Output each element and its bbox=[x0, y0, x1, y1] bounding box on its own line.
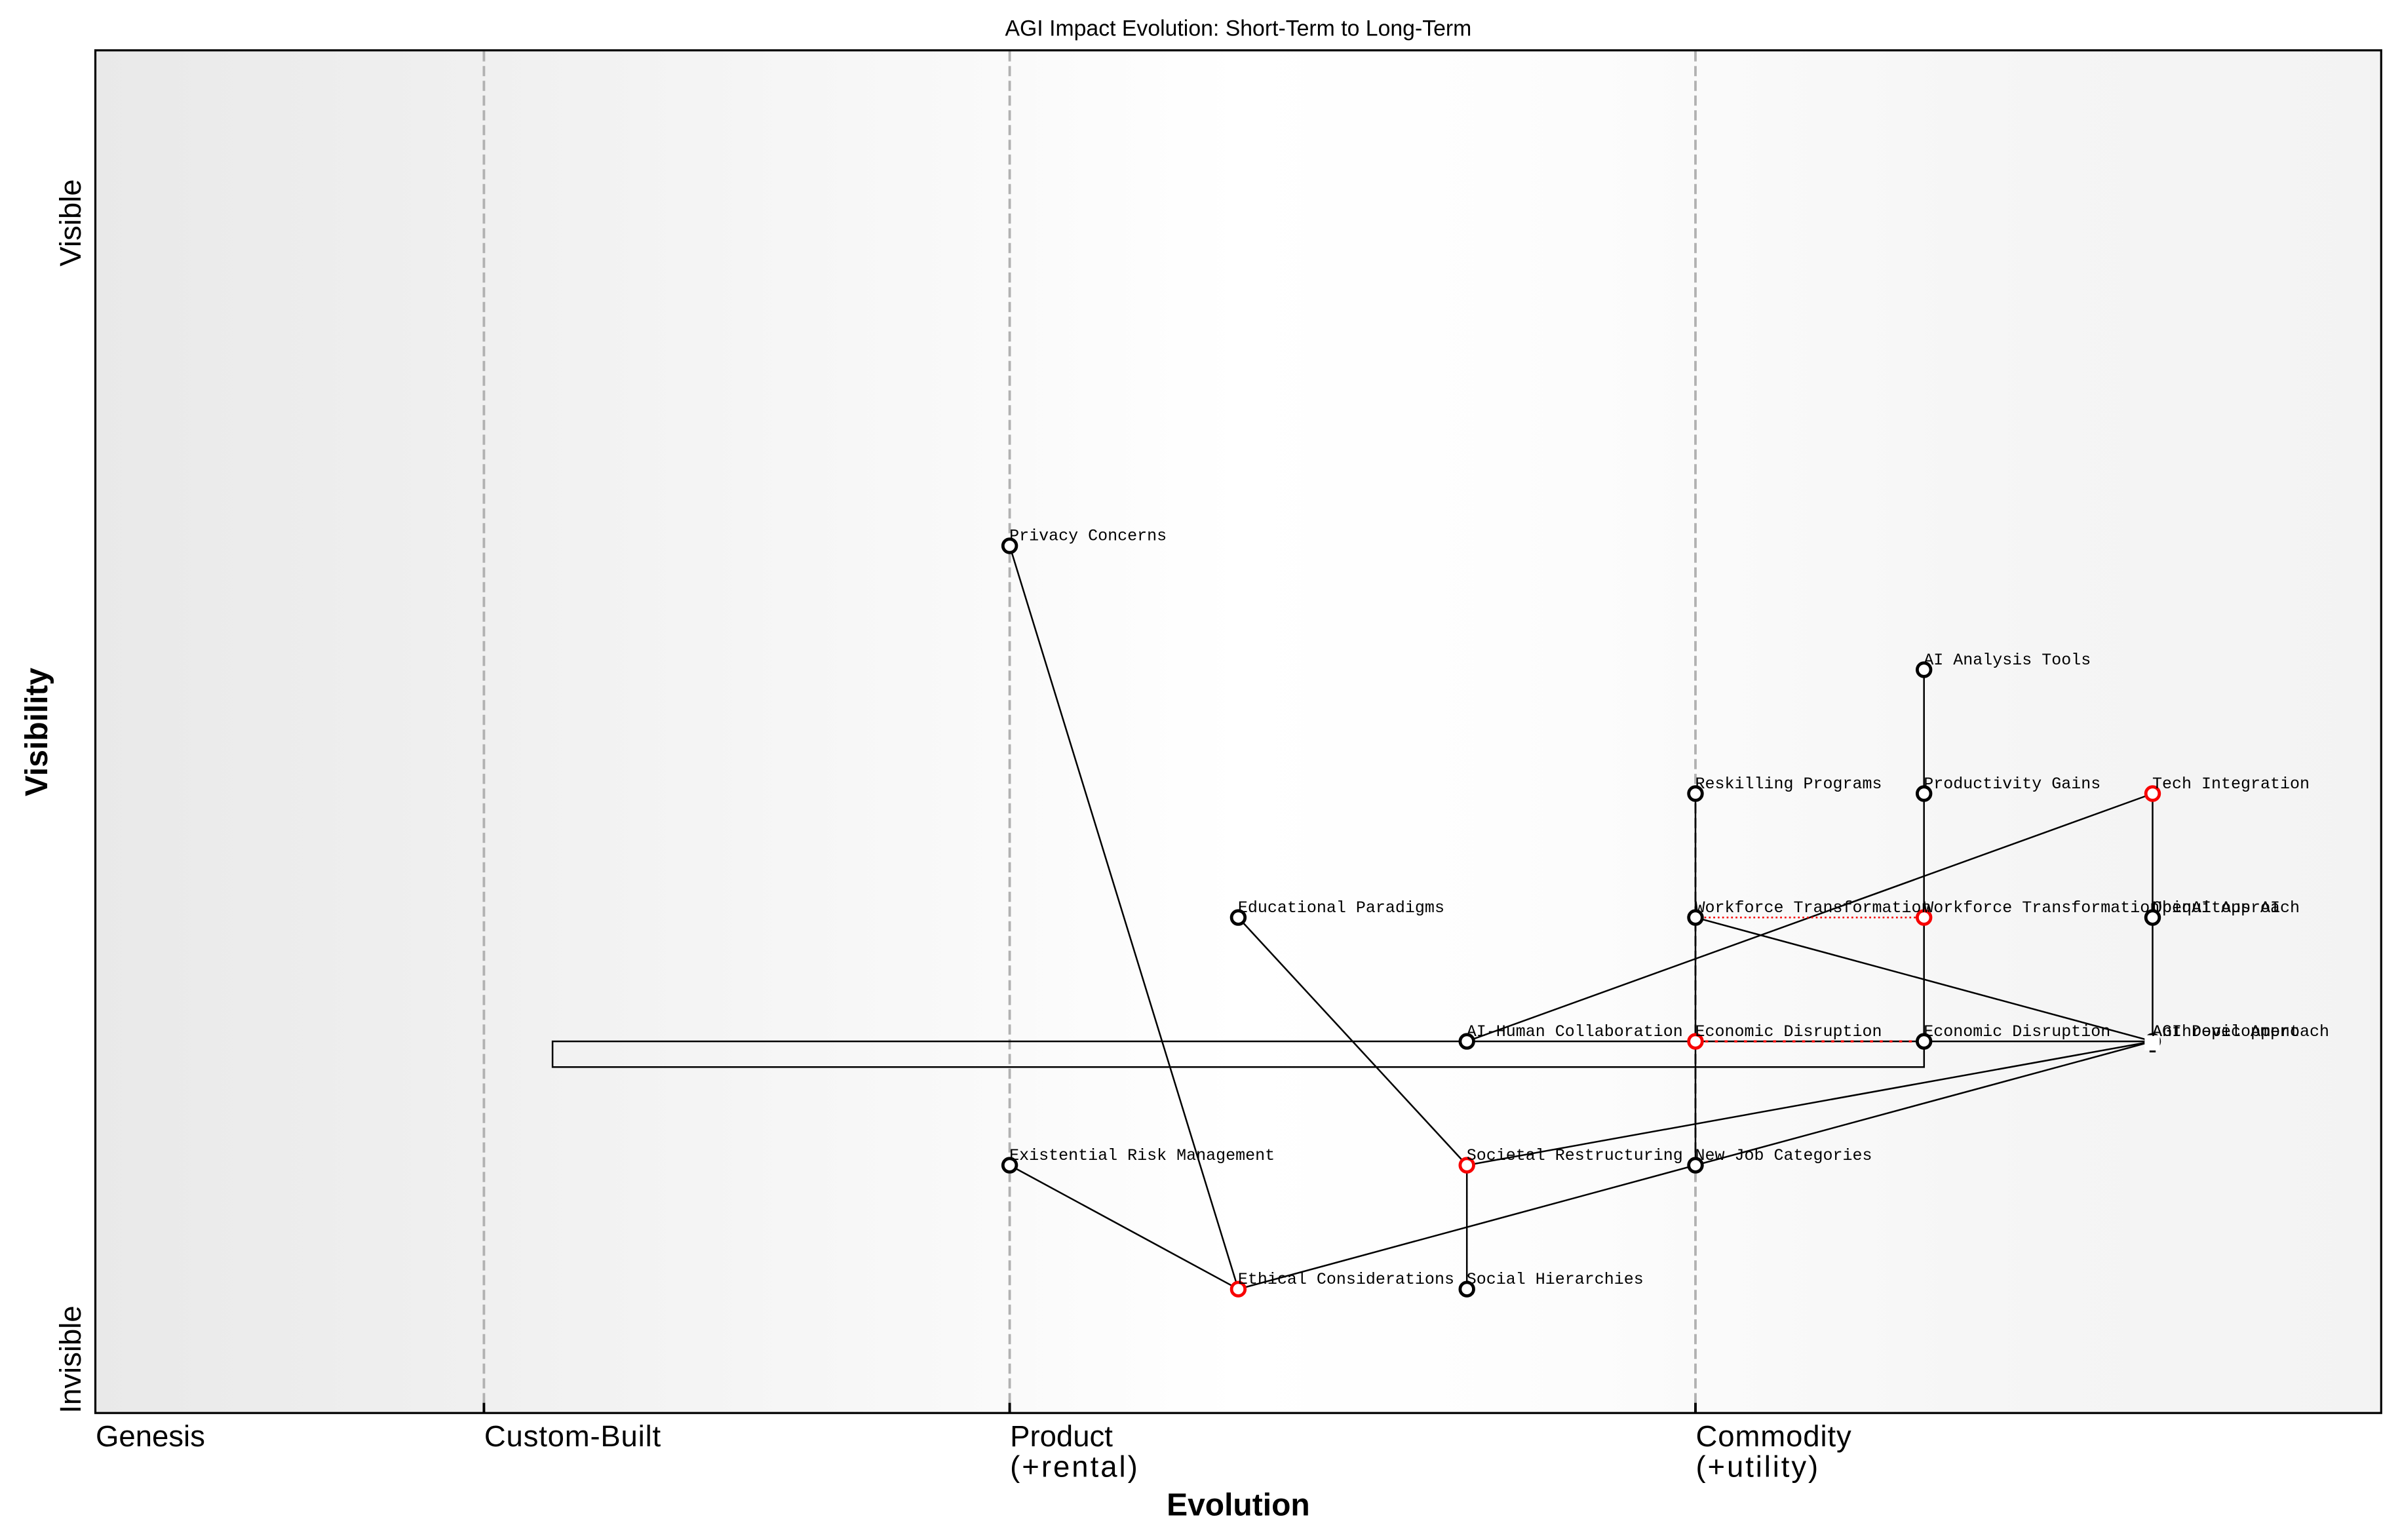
svg-text:Societal Restructuring: Societal Restructuring bbox=[1467, 1146, 1683, 1165]
svg-text:Reskilling Programs: Reskilling Programs bbox=[1695, 775, 1882, 794]
svg-text:(+rental): (+rental) bbox=[1010, 1450, 1140, 1483]
svg-text:Economic Disruption: Economic Disruption bbox=[1924, 1022, 2110, 1041]
svg-text:AI-Human Collaboration: AI-Human Collaboration bbox=[1467, 1022, 1683, 1041]
svg-text:Ethical Considerations: Ethical Considerations bbox=[1238, 1270, 1454, 1289]
svg-text:Visibility: Visibility bbox=[20, 667, 54, 796]
svg-text:Visible: Visible bbox=[54, 179, 87, 266]
svg-text:Product: Product bbox=[1010, 1419, 1113, 1453]
svg-text:OpenAI Approach: OpenAI Approach bbox=[2152, 898, 2300, 917]
svg-text:New Job Categories: New Job Categories bbox=[1695, 1146, 1872, 1165]
svg-text:Privacy Concerns: Privacy Concerns bbox=[1009, 527, 1167, 546]
svg-text:Economic Disruption: Economic Disruption bbox=[1695, 1022, 1882, 1041]
svg-text:AGI Development: AGI Development bbox=[2152, 1022, 2300, 1041]
svg-text:Workforce Transformation: Workforce Transformation bbox=[1695, 898, 1931, 917]
svg-text:Educational Paradigms: Educational Paradigms bbox=[1238, 898, 1444, 917]
svg-text:Ubiquitous AI: Ubiquitous AI bbox=[2152, 898, 2280, 917]
svg-text:AGI Impact Evolution: Short-Te: AGI Impact Evolution: Short-Term to Long… bbox=[1005, 16, 1471, 41]
svg-text:Workforce Transformation: Workforce Transformation bbox=[1924, 898, 2159, 917]
svg-text:Custom-Built: Custom-Built bbox=[484, 1419, 661, 1453]
svg-text:Invisible: Invisible bbox=[54, 1305, 87, 1413]
svg-text:Genesis: Genesis bbox=[96, 1419, 205, 1453]
svg-text:Anthropic Approach: Anthropic Approach bbox=[2152, 1022, 2329, 1041]
svg-text:Tech Integration: Tech Integration bbox=[2152, 775, 2310, 794]
svg-text:Social Hierarchies: Social Hierarchies bbox=[1467, 1270, 1644, 1289]
svg-text:Evolution: Evolution bbox=[1167, 1488, 1310, 1523]
svg-text:Productivity Gains: Productivity Gains bbox=[1924, 775, 2100, 794]
svg-text:(+utility): (+utility) bbox=[1696, 1450, 1821, 1483]
svg-text:AI Analysis Tools: AI Analysis Tools bbox=[1924, 651, 2091, 670]
svg-text:Commodity: Commodity bbox=[1696, 1419, 1852, 1453]
svg-text:Existential Risk Management: Existential Risk Management bbox=[1009, 1146, 1275, 1165]
